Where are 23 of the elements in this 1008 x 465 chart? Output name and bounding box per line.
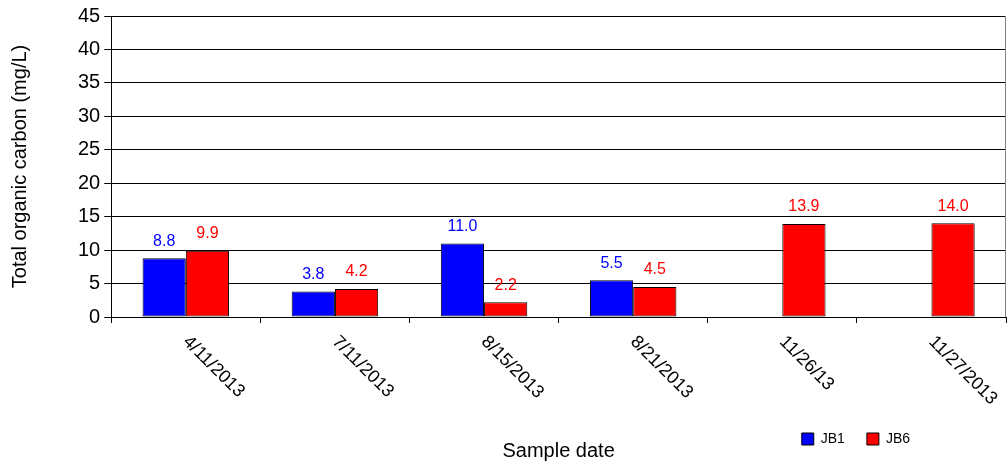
data-label: 5.5 bbox=[600, 253, 623, 271]
y-tick-label: 20 bbox=[78, 170, 101, 193]
data-label: 11.0 bbox=[447, 216, 478, 234]
y-tick-label: 15 bbox=[78, 204, 101, 227]
data-label: 3.8 bbox=[302, 264, 325, 282]
legend-label: JB1 bbox=[820, 429, 846, 446]
data-label: 4.5 bbox=[643, 260, 667, 278]
data-label: 8.8 bbox=[153, 231, 176, 249]
y-tick-label: 5 bbox=[89, 271, 101, 294]
data-label: 4.2 bbox=[345, 262, 368, 280]
legend-label: JB6 bbox=[885, 429, 911, 446]
x-axis-title: Sample date bbox=[502, 438, 615, 461]
y-tick-label: 45 bbox=[78, 3, 101, 26]
y-tick-label: 25 bbox=[78, 137, 101, 160]
y-tick-label: 30 bbox=[78, 103, 101, 126]
data-label: 14.0 bbox=[937, 196, 969, 214]
y-tick-label: 40 bbox=[78, 36, 101, 59]
y-tick-label: 0 bbox=[89, 304, 101, 327]
y-tick-label: 10 bbox=[78, 237, 101, 260]
data-label: 13.9 bbox=[788, 197, 820, 215]
y-axis-title: Total organic carbon (mg/L) bbox=[7, 44, 30, 289]
y-tick-label: 35 bbox=[78, 70, 101, 93]
data-label: 9.9 bbox=[196, 224, 219, 242]
